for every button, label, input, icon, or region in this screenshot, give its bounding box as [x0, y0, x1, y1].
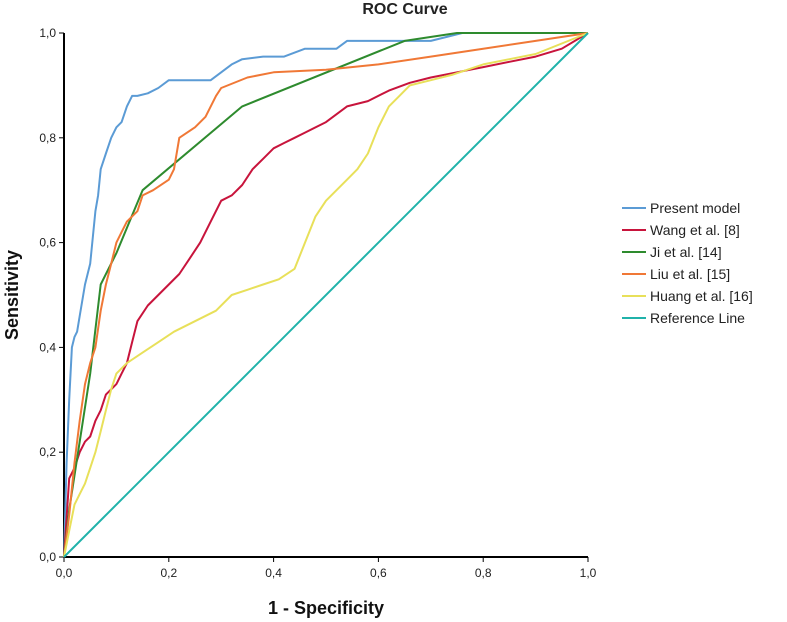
x-tick-label: 0,0: [56, 566, 73, 580]
y-tick-label: 0,4: [39, 340, 56, 354]
series-line-present-model: [63, 32, 588, 558]
x-tick-label: 0,6: [370, 566, 387, 580]
x-tick-label: 0,2: [160, 566, 177, 580]
legend-label-present-model: Present model: [650, 200, 740, 216]
legend-label-reference-line: Reference Line: [650, 310, 745, 326]
legend-label-liu-et-al-15: Liu et al. [15]: [650, 266, 730, 282]
y-axis-ticks: 0,0 0,2 0,4 0,6 0,8 1,0: [39, 26, 64, 564]
y-tick-label: 0,6: [39, 236, 56, 250]
series-lines: [63, 32, 589, 558]
y-tick-label: 0,0: [39, 550, 56, 564]
y-tick-label: 0,2: [39, 445, 56, 459]
legend: Present model Wang et al. [8] Ji et al. [1…: [622, 200, 753, 326]
legend-label-ji-et-al-14: Ji et al. [14]: [650, 244, 722, 260]
plot-area: 0,0 0,2 0,4 0,6 0,8 1,0 0,0 0,2 0,4 0,6 0,8 1,0: [39, 26, 596, 580]
x-tick-label: 0,8: [475, 566, 492, 580]
x-axis-title: 1 - Specificity: [268, 598, 384, 618]
series-line-liu-et-al-15: [63, 32, 589, 558]
x-tick-label: 0,4: [265, 566, 282, 580]
series-line-ji-et-al-14: [63, 32, 588, 558]
x-axis-ticks: 0,0 0,2 0,4 0,6 0,8 1,0: [56, 557, 597, 580]
y-tick-label: 0,8: [39, 131, 56, 145]
series-line-wang-et-al-8: [63, 32, 589, 558]
legend-label-wang-et-al-8: Wang et al. [8]: [650, 222, 740, 238]
series-line-reference-line: [63, 32, 589, 558]
y-tick-label: 1,0: [39, 26, 56, 40]
series-line-huang-et-al-16: [63, 32, 589, 558]
y-axis-title: Sensitivity: [2, 250, 22, 340]
chart-title: ROC Curve: [362, 1, 447, 18]
x-tick-label: 1,0: [580, 566, 597, 580]
legend-label-huang-et-al-16: Huang et al. [16]: [650, 288, 753, 304]
